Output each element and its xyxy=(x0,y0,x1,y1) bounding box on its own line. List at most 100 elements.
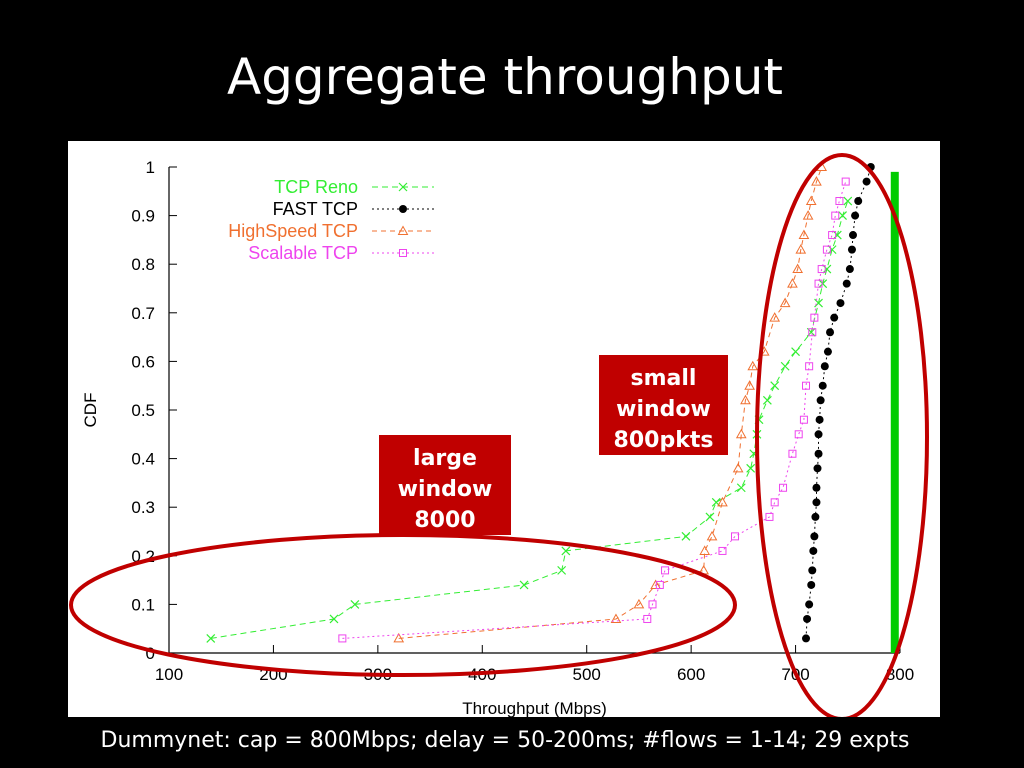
chart-panel: 0 0.1 0.2 0.3 0.4 0.5 0.6 0.7 0.8 0.9 1 100 200 300 40… xyxy=(68,141,940,717)
x-tick-label: 600 xyxy=(677,665,705,684)
small-window-label-text: window xyxy=(616,397,711,422)
y-tick-label: 0.8 xyxy=(131,255,155,274)
data-point-fast-tcp xyxy=(812,498,821,507)
data-point-tcp-reno xyxy=(206,633,216,643)
y-tick-label: 1 xyxy=(146,158,155,177)
data-point-highspeed-tcp xyxy=(795,244,807,254)
data-point-tcp-reno xyxy=(350,599,360,609)
data-point-scalable-tcp xyxy=(810,313,819,322)
data-point-fast-tcp xyxy=(812,483,821,492)
data-point-scalable-tcp xyxy=(799,415,808,424)
y-tick-label: 0.6 xyxy=(131,352,155,371)
data-point-highspeed-tcp xyxy=(393,632,405,643)
data-point-fast-tcp xyxy=(808,566,817,575)
data-point-tcp-reno xyxy=(780,361,790,371)
data-point-highspeed-tcp xyxy=(811,176,822,186)
large-window-ellipse xyxy=(69,533,737,677)
data-point-scalable-tcp xyxy=(765,512,774,521)
data-point-highspeed-tcp xyxy=(610,613,622,623)
data-point-highspeed-tcp xyxy=(717,496,728,507)
data-point-tcp-reno xyxy=(519,580,529,590)
data-point-highspeed-tcp xyxy=(792,263,804,274)
data-point-fast-tcp xyxy=(845,265,854,274)
data-point-tcp-reno xyxy=(329,614,339,624)
small-window-label-text: small xyxy=(631,366,697,391)
data-point-highspeed-tcp xyxy=(805,195,817,206)
data-point-fast-tcp xyxy=(836,299,845,308)
x-tick-label: 800 xyxy=(886,665,914,684)
legend-marker-tcp-reno xyxy=(398,182,408,192)
data-point-scalable-tcp xyxy=(805,362,814,371)
legend-marker-scalable-tcp xyxy=(399,249,407,257)
slide-title: Aggregate throughput xyxy=(226,48,784,106)
data-point-tcp-reno xyxy=(762,395,772,405)
data-point-highspeed-tcp xyxy=(699,545,711,555)
y-tick-label: 0.3 xyxy=(131,498,155,517)
data-point-scalable-tcp xyxy=(828,231,837,240)
data-point-scalable-tcp xyxy=(841,177,850,186)
y-tick-label: 0.7 xyxy=(131,304,155,323)
data-point-fast-tcp xyxy=(813,464,822,473)
data-point-highspeed-tcp xyxy=(802,210,814,220)
data-point-tcp-reno xyxy=(681,531,691,541)
data-point-fast-tcp xyxy=(816,396,825,405)
data-point-tcp-reno xyxy=(827,245,837,255)
legend-marker-highspeed-tcp xyxy=(397,225,409,235)
data-point-highspeed-tcp xyxy=(747,360,759,371)
data-point-scalable-tcp xyxy=(822,245,831,254)
footer-note: Dummynet: cap = 800Mbps; delay = 50-200m… xyxy=(100,728,910,753)
data-point-scalable-tcp xyxy=(794,430,803,439)
data-point-tcp-reno xyxy=(818,279,828,289)
data-point-fast-tcp xyxy=(830,313,839,322)
series-line-scalable-tcp xyxy=(342,181,847,639)
data-point-scalable-tcp xyxy=(643,614,652,623)
data-point-scalable-tcp xyxy=(648,600,657,609)
data-point-tcp-reno xyxy=(746,463,756,473)
legend-marker-fast-tcp xyxy=(399,205,407,213)
data-point-fast-tcp xyxy=(810,532,819,541)
data-point-scalable-tcp xyxy=(835,197,844,206)
data-point-fast-tcp xyxy=(818,381,827,390)
data-point-tcp-reno xyxy=(814,298,823,308)
data-point-highspeed-tcp xyxy=(779,297,791,308)
data-point-scalable-tcp xyxy=(802,381,811,390)
data-point-fast-tcp xyxy=(862,177,871,186)
y-tick-label: 0.9 xyxy=(131,207,155,226)
legend-label-highspeed-tcp: HighSpeed TCP xyxy=(228,221,358,241)
data-point-highspeed-tcp xyxy=(798,229,810,240)
data-point-tcp-reno xyxy=(838,211,847,221)
data-point-fast-tcp xyxy=(809,546,818,555)
data-point-scalable-tcp xyxy=(788,449,797,458)
data-point-scalable-tcp xyxy=(731,532,740,541)
data-point-tcp-reno xyxy=(705,512,715,522)
legend-label-tcp-reno: TCP Reno xyxy=(274,177,358,197)
series-line-tcp-reno xyxy=(210,200,849,639)
data-point-fast-tcp xyxy=(814,449,823,458)
data-point-fast-tcp xyxy=(849,231,858,240)
data-point-scalable-tcp xyxy=(808,328,817,337)
data-point-tcp-reno xyxy=(791,347,800,357)
x-axis-label: Throughput (Mbps) xyxy=(462,699,607,717)
data-point-scalable-tcp xyxy=(814,279,823,288)
data-point-fast-tcp xyxy=(847,245,856,254)
data-point-fast-tcp xyxy=(807,580,816,589)
data-point-highspeed-tcp xyxy=(787,278,798,288)
data-point-scalable-tcp xyxy=(718,546,727,555)
data-point-fast-tcp xyxy=(814,430,823,439)
data-point-highspeed-tcp xyxy=(706,530,718,541)
capacity-line xyxy=(890,171,899,654)
y-tick-label: 0 xyxy=(146,644,155,663)
large-window-label-text: window xyxy=(398,477,493,502)
data-point-highspeed-tcp xyxy=(732,462,744,473)
small-window-label-text: 800pkts xyxy=(614,428,714,453)
y-tick-label: 0.5 xyxy=(131,401,155,420)
x-tick-label: 100 xyxy=(155,665,183,684)
y-tick-label: 0.1 xyxy=(131,595,155,614)
large-window-label-text: 8000 xyxy=(414,508,475,533)
data-point-highspeed-tcp xyxy=(650,579,661,589)
data-point-highspeed-tcp xyxy=(633,598,645,609)
data-point-highspeed-tcp xyxy=(740,394,751,405)
legend-label-fast-tcp: FAST TCP xyxy=(273,199,358,219)
data-point-fast-tcp xyxy=(811,512,820,521)
data-point-scalable-tcp xyxy=(779,483,788,492)
